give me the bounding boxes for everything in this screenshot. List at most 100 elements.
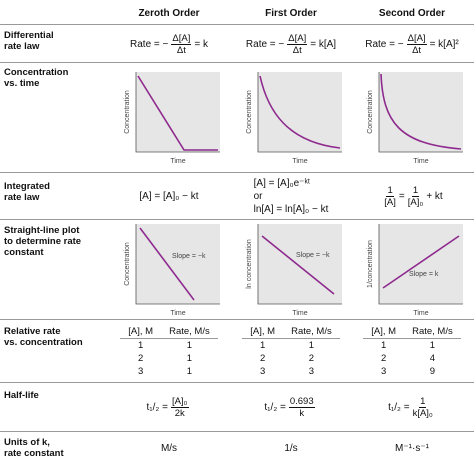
cell-text: M/s <box>160 443 178 454</box>
mini-table-heading: Rate, M/s <box>283 324 340 339</box>
rule <box>0 172 474 173</box>
formula-lead: Rate = − <box>130 38 169 50</box>
mini-table-value: 2 <box>308 352 315 364</box>
cell: [A], M Rate, M/s 1 1 2 4 3 9 <box>352 321 472 381</box>
formula-tail: = k[A] <box>310 38 337 50</box>
cell: M⁻¹·s⁻¹ <box>352 433 472 464</box>
curve <box>261 235 335 295</box>
mini-table-value: 3 <box>308 365 315 377</box>
row-label-line: rate law <box>4 41 40 52</box>
mini-table: [A], M Rate, M/s 1 1 2 4 3 9 <box>363 324 461 378</box>
plot-area <box>378 72 463 153</box>
plot-axes <box>257 72 342 153</box>
fraction: 1 [A] <box>384 185 396 208</box>
plot-background <box>379 224 463 304</box>
row-label-line: Relative rate <box>4 326 61 337</box>
x-axis-label: Time <box>413 310 428 317</box>
plot-background <box>136 72 220 152</box>
fraction: 1 [A]₀ <box>408 185 424 208</box>
cell: Time Concentration <box>352 64 472 172</box>
numerator: 1 <box>386 185 394 197</box>
rule <box>0 24 474 25</box>
slope-label: Slope = −k <box>172 253 206 260</box>
cell-text: 1/s <box>284 443 298 454</box>
row-label-line: Half-life <box>4 390 39 401</box>
row-label-line: Integrated <box>4 181 50 192</box>
row-label-line: Straight-line plot <box>4 225 80 236</box>
mini-table-value: 1 <box>260 339 266 351</box>
cell: Rate = − Δ[A] Δt = k[A] <box>232 26 350 62</box>
row-label: Relative rate vs. concentration <box>4 326 108 348</box>
y-axis-label: Concentration <box>124 90 131 134</box>
cell: Slope = k Time 1/concentration <box>352 221 472 319</box>
cell: 1/s <box>232 433 350 464</box>
cell: t₁/₂ = 0.693 k <box>232 384 350 431</box>
y-axis-label: Concentration <box>124 242 131 286</box>
denominator: [A]₀ <box>407 197 424 208</box>
row-label-line: Differential <box>4 30 54 41</box>
formula-lead: t₁/₂ = <box>388 402 410 413</box>
plot-axes <box>378 72 463 153</box>
row-label: Integrated rate law <box>4 181 108 203</box>
mini-table-value: 9 <box>429 365 436 377</box>
x-axis-label: Time <box>292 310 307 317</box>
denominator: k <box>299 408 305 419</box>
cell-text: M⁻¹·s⁻¹ <box>395 443 429 454</box>
formula-tail: + kt <box>426 191 443 202</box>
mini-table-value: 1 <box>186 339 193 351</box>
mini-table-value: 2 <box>381 352 387 364</box>
denominator: k[A]₀ <box>412 408 433 419</box>
formula-lead: t₁/₂ = <box>146 402 168 413</box>
plot: Slope = −k Time Concentration <box>124 224 220 317</box>
curve <box>382 235 460 289</box>
mini-table-value: 1 <box>308 339 315 351</box>
denominator: Δt <box>412 44 422 56</box>
mini-table-value: 2 <box>138 352 144 364</box>
slope-label: Slope = k <box>409 271 439 278</box>
formula-line: ln[A] = ln[A]₀ − kt <box>253 204 329 215</box>
mini-table-value: 1 <box>138 339 144 351</box>
plot: Slope = k Time 1/concentration <box>367 224 463 317</box>
formula-line: [A] = [A]₀e⁻ᵏᵗ <box>253 178 311 189</box>
plot-area: Slope = −k <box>135 224 220 305</box>
mini-table-value: 3 <box>138 365 144 377</box>
numerator: Δ[A] <box>287 32 308 45</box>
mini-table-heading: [A], M <box>242 324 284 339</box>
plot-axes <box>135 72 220 153</box>
mini-table: [A], M Rate, M/s 1 1 2 2 3 3 <box>242 324 340 378</box>
numerator: 1 <box>411 185 420 197</box>
plot-axes <box>135 224 220 305</box>
denominator: Δt <box>292 44 302 56</box>
denominator: [A] <box>384 197 396 208</box>
plot-area <box>135 72 220 153</box>
row-label-line: vs. time <box>4 78 40 89</box>
formula-line: or <box>253 191 263 202</box>
formula-equals: = <box>398 191 405 202</box>
cell-text: [A] = [A]₀ − kt <box>139 191 199 202</box>
numerator: [A]₀ <box>170 396 189 408</box>
row-label: Straight-line plot to determine rate const… <box>4 225 108 258</box>
rule <box>0 62 474 63</box>
plot-axes <box>257 224 342 305</box>
mini-table-value: 2 <box>260 352 266 364</box>
curve <box>139 227 195 301</box>
cell: [A] = [A]₀ − kt <box>110 174 228 219</box>
cell: Slope = −k Time Concentration <box>110 221 228 319</box>
y-axis-label: Concentration <box>367 90 374 134</box>
plot: Time Concentration <box>367 72 463 165</box>
cell: Rate = − Δ[A] Δt = k <box>110 26 228 62</box>
row-label-line: Units of k, <box>4 437 50 448</box>
formula-lines: [A] = [A]₀e⁻ᵏᵗ or ln[A] = ln[A]₀ − kt <box>254 177 329 216</box>
plot: Time Concentration <box>246 72 342 165</box>
mini-table-header: [A], M Rate, M/s <box>242 324 340 339</box>
cell: Slope = −k Time ln concentration <box>232 221 350 319</box>
mini-table-heading: [A], M <box>363 324 405 339</box>
numerator: Δ[A] <box>171 32 192 45</box>
cell: Time Concentration <box>110 64 228 172</box>
x-axis-label: Time <box>170 158 185 165</box>
denominator: 2k <box>174 408 185 419</box>
